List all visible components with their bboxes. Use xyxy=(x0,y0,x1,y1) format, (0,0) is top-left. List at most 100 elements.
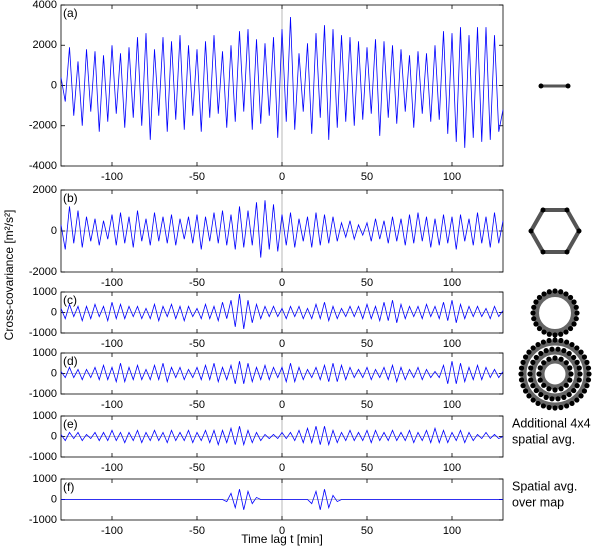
side-note: Spatial avg. xyxy=(512,479,577,493)
icon-dot xyxy=(567,294,574,301)
icon-dot xyxy=(581,354,588,360)
data-line xyxy=(60,293,504,329)
y-tick-label: -1000 xyxy=(29,388,57,400)
icon-dot xyxy=(549,396,555,402)
icon-dot xyxy=(546,331,552,337)
icon-dot xyxy=(584,359,590,365)
icon-dot xyxy=(528,228,534,234)
x-tick-label: 0 xyxy=(279,338,285,350)
icon-dot xyxy=(533,321,539,327)
icon-dot xyxy=(558,386,564,392)
y-tick-label: 2000 xyxy=(33,184,57,196)
icon-dot xyxy=(530,359,536,365)
icon-hexagon xyxy=(528,208,582,254)
icon-dot xyxy=(576,365,582,371)
icon-dot xyxy=(568,371,574,377)
x-tick-label: -100 xyxy=(101,338,123,350)
icon-dot xyxy=(571,387,577,394)
x-tick-label: 0 xyxy=(279,525,285,537)
icon-dot xyxy=(546,386,552,392)
icon-dot xyxy=(540,403,546,409)
x-tick-label: -50 xyxy=(189,171,205,183)
data-line xyxy=(61,489,503,510)
y-tick-label: 1000 xyxy=(33,473,57,485)
x-tick-label: 50 xyxy=(361,399,373,411)
icon-dot xyxy=(530,310,536,316)
y-tick-label: -1000 xyxy=(29,514,57,526)
data-line xyxy=(60,361,504,384)
y-tick-label: -2000 xyxy=(29,266,57,278)
icon-dot xyxy=(541,329,547,335)
icon-dot xyxy=(558,404,564,411)
icon-dot xyxy=(574,359,580,365)
icon-dot xyxy=(552,387,558,393)
icon-dot xyxy=(564,207,570,213)
icon-dot xyxy=(558,331,564,337)
icon-dot xyxy=(574,397,580,403)
icon-dot xyxy=(552,288,558,294)
icon-dot xyxy=(528,365,534,371)
panel-label: (f) xyxy=(63,480,74,494)
icon-dot xyxy=(558,356,564,362)
icon-dot xyxy=(586,371,592,377)
icon-dot xyxy=(555,346,561,352)
x-tick-label: -50 xyxy=(189,399,205,411)
y-tick-label: 2000 xyxy=(33,39,57,51)
y-tick-label: 0 xyxy=(51,225,57,237)
icon-dot xyxy=(538,350,544,357)
panel-label: (a) xyxy=(63,6,78,20)
x-tick-label: 100 xyxy=(443,338,461,350)
x-tick-label: 0 xyxy=(279,171,285,183)
side-note: spatial avg. xyxy=(512,432,575,446)
icon-dot xyxy=(571,299,577,305)
x-tick-label: 50 xyxy=(361,277,373,289)
x-tick-label: 0 xyxy=(279,462,285,474)
y-tick-label: -2000 xyxy=(29,120,57,132)
icon-dot xyxy=(546,289,552,295)
x-tick-label: -100 xyxy=(101,171,123,183)
icon-dot xyxy=(567,325,574,332)
icon-dot xyxy=(574,310,580,316)
y-tick-label: 4000 xyxy=(33,0,57,11)
x-tick-label: -50 xyxy=(189,338,205,350)
icon-dot xyxy=(533,354,539,361)
icon-dot xyxy=(527,371,533,377)
icon-dot xyxy=(564,249,570,255)
icon-dot xyxy=(528,377,534,383)
y-tick-label: 0 xyxy=(51,79,57,91)
icon-dot xyxy=(522,354,529,360)
x-tick-label: -50 xyxy=(189,462,205,474)
icon-dot xyxy=(522,388,529,394)
data-line xyxy=(60,200,504,258)
icon-dot xyxy=(546,356,552,362)
y-tick-label: 1000 xyxy=(33,347,57,359)
icon-dot xyxy=(574,345,580,351)
x-tick-label: 100 xyxy=(443,462,461,474)
icon-dot xyxy=(578,349,584,355)
icon-dot xyxy=(564,403,570,409)
icon-dot xyxy=(576,377,582,383)
icon-dot xyxy=(563,360,569,366)
icon-dot xyxy=(552,332,558,338)
y-tick-label: -4000 xyxy=(29,160,57,172)
icon-dot xyxy=(518,377,525,383)
y-tick-label: -1000 xyxy=(29,327,57,339)
icon-dot xyxy=(541,382,547,388)
icon-dot xyxy=(552,337,558,343)
x-tick-label: 100 xyxy=(443,399,461,411)
icon-dot xyxy=(573,304,579,310)
icon-dot xyxy=(540,207,546,213)
icon-dot xyxy=(540,339,546,345)
y-tick-label: 0 xyxy=(51,306,57,318)
y-tick-label: 1000 xyxy=(33,410,57,422)
icon-dot xyxy=(563,291,569,297)
x-axis-label: Time lag t [min] xyxy=(241,532,323,546)
x-tick-label: -100 xyxy=(101,277,123,289)
x-tick-label: -100 xyxy=(101,462,123,474)
icon-dot xyxy=(543,348,549,354)
side-note: over map xyxy=(512,495,564,509)
icon-dot xyxy=(536,325,543,332)
icon-dot xyxy=(535,400,541,407)
icon-dot xyxy=(563,329,569,335)
